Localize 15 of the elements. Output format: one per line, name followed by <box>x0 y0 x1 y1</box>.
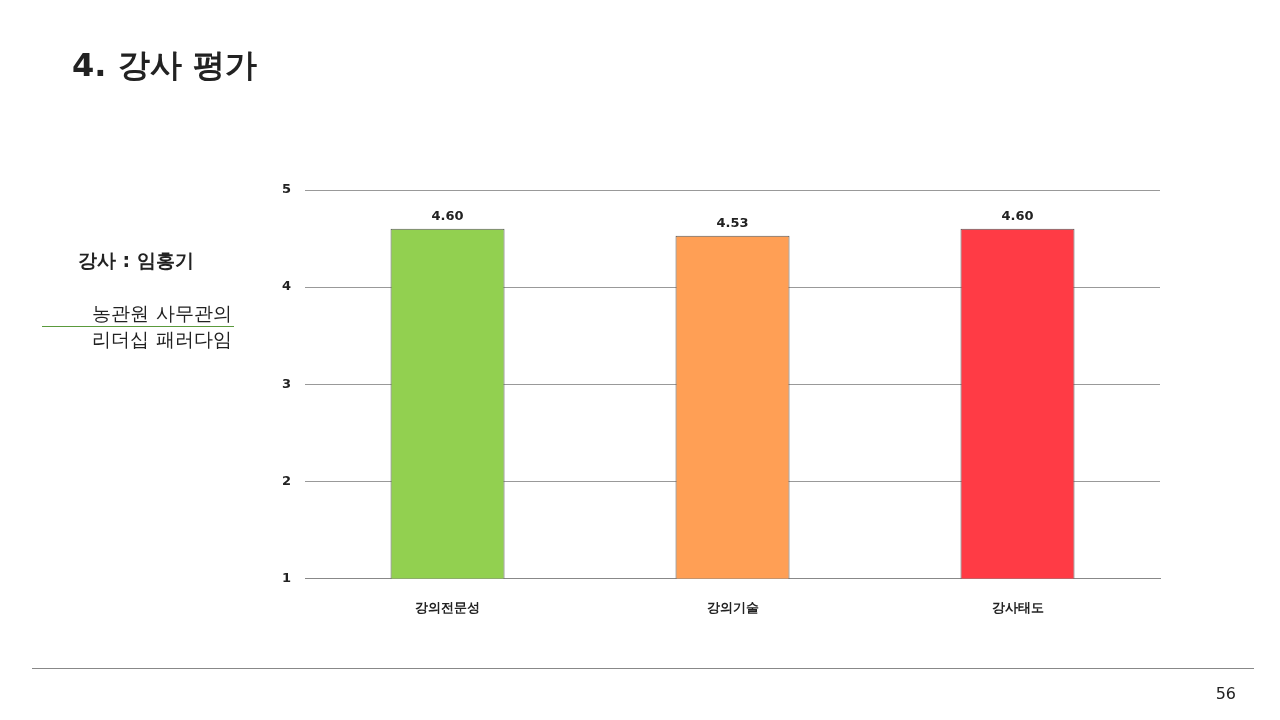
x-tick-label: 강사태도 <box>991 599 1044 615</box>
text: 56 <box>1215 684 1236 703</box>
y-tick-label: 5 <box>282 181 292 197</box>
data-label: 4.53 <box>716 214 749 230</box>
data-label: 4.60 <box>431 207 464 223</box>
text: 강사 : 임홍기 <box>78 248 194 273</box>
text: 농관원 사무관의 리더십 패러다임 <box>91 301 233 352</box>
chart-title: 4. 강사 평가 <box>72 45 257 86</box>
x-tick-label: 강의기술 <box>706 599 759 615</box>
x-tick-label: 강의전문성 <box>415 599 481 615</box>
y-tick-label: 3 <box>282 375 292 391</box>
y-tick-label: 1 <box>282 569 292 585</box>
data-label: 4.60 <box>1001 207 1034 223</box>
y-tick-label: 2 <box>282 472 292 488</box>
y-tick-label: 4 <box>282 278 292 294</box>
